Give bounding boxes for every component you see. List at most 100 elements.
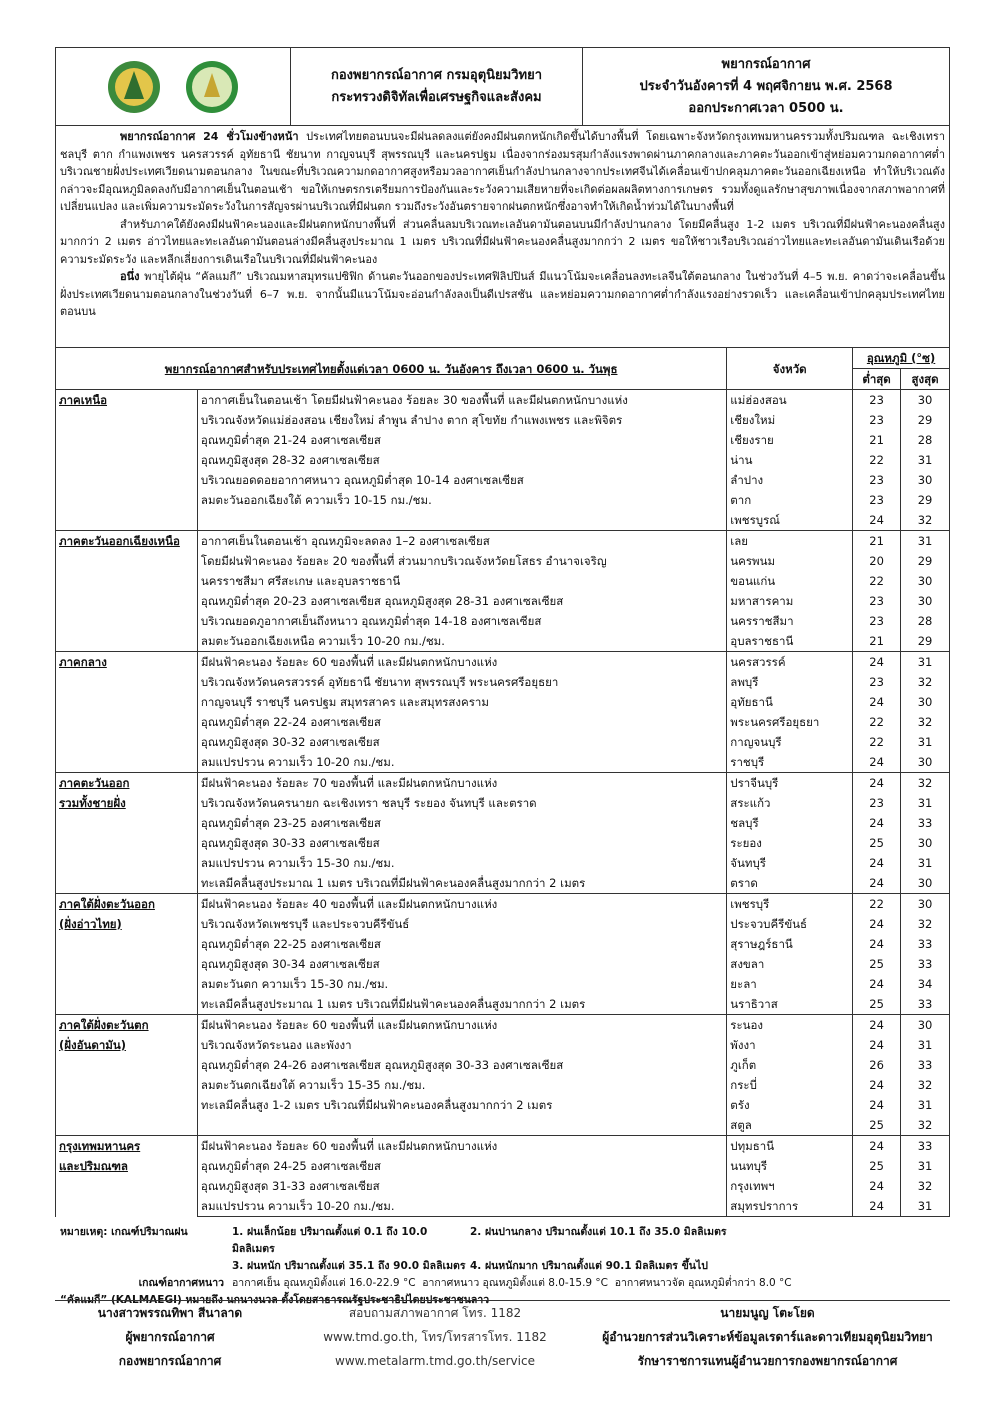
province-name: เพชรบูรณ์ xyxy=(726,510,854,531)
temp-min: 24 xyxy=(852,692,902,712)
region-name: รวมทั้งชายฝั่ง xyxy=(59,796,126,810)
table-row: ทะเลมีคลื่นสูงประมาณ 1 เมตร บริเวณที่มีฝ… xyxy=(56,994,950,1015)
temp-max: 30 xyxy=(900,470,950,490)
temp-min: 24 xyxy=(852,1035,902,1055)
forecast-line: ลมแปรปรวน ความเร็ว 15-30 กม./ชม. xyxy=(196,853,728,873)
temp-min: 22 xyxy=(852,571,902,591)
note-row: เกณฑ์อากาศหนาว อากาศเย็น อุณหภูมิตั้งแต่ … xyxy=(60,1275,950,1292)
temp-max: 31 xyxy=(900,1095,950,1115)
forecast-line: อุณหภูมิสูงสุด 30-34 องศาเซลเซียส xyxy=(196,954,728,974)
province-name: ขอนแก่น xyxy=(726,571,854,591)
temp-max: 29 xyxy=(900,551,950,571)
temp-max: 30 xyxy=(900,873,950,894)
table-head: พยากรณ์อากาศสำหรับประเทศไทยตั้งแต่เวลา 0… xyxy=(54,347,950,390)
temp-max: 32 xyxy=(900,1075,950,1095)
footer-left: นางสาวพรรณทิพา สีนาลาด ผู้พยากรณ์อากาศ กอง… xyxy=(55,1301,285,1380)
table-row: โดยมีฝนฟ้าคะนอง ร้อยละ 20 ของพื้นที่ ส่ว… xyxy=(56,551,950,571)
table-row: อุณหภูมิต่ำสุด 21-24 องศาเซลเซียส เชียงรา… xyxy=(56,430,950,450)
region-name: และปริมณฑล xyxy=(59,1159,128,1173)
province-name: ตาก xyxy=(726,490,854,510)
region-cell: ภาคตะวันออก รวมทั้งชายฝั่ง xyxy=(55,772,198,894)
region-name: ภาคเหนือ xyxy=(59,393,108,407)
table-body: ภาคเหนือ อากาศเย็นในตอนเช้า โดยมีฝนฟ้าคะน… xyxy=(55,389,950,1217)
forecast-line: บริเวณจังหวัดระนอง และพังงา xyxy=(196,1035,728,1055)
province-name: อุบลราชธานี xyxy=(726,631,854,652)
max-header: สูงสุด xyxy=(900,368,950,390)
summary-paragraph: อนึ่ง พายุไต้ฝุ่น “คัลแมกี” บริเวณมหาสมุ… xyxy=(60,268,945,321)
forecast-line: อากาศเย็นในตอนเช้า อุณหภูมิจะลดลง 1–2 อง… xyxy=(196,530,728,551)
rain-item: 1. ฝนเล็กน้อย ปริมาณตั้งแต่ 0.1 ถึง 10.0… xyxy=(232,1226,428,1255)
temp-min: 24 xyxy=(852,853,902,873)
temp-max: 32 xyxy=(900,772,950,793)
temp-max: 31 xyxy=(900,732,950,752)
province-name: ลพบุรี xyxy=(726,672,854,692)
table-row: อุณหภูมิสูงสุด 30-32 องศาเซลเซียส กาญจนบุ… xyxy=(56,732,950,752)
forecast-line: โดยมีฝนฟ้าคะนอง ร้อยละ 20 ของพื้นที่ ส่ว… xyxy=(196,551,728,571)
temp-min: 23 xyxy=(852,672,902,692)
table-row: ลมแปรปรวน ความเร็ว 15-30 กม./ชม. จันทบุรี… xyxy=(56,853,950,873)
table-row: อุณหภูมิต่ำสุด 24-25 องศาเซลเซียส นนทบุรี… xyxy=(56,1156,950,1176)
temp-min: 24 xyxy=(852,914,902,934)
summary-paragraph: สำหรับภาคใต้ยังคงมีฝนฟ้าคะนองและมีฝนตกหน… xyxy=(60,216,945,269)
region-cell: ภาคกลาง xyxy=(55,651,198,773)
forecast-line: อุณหภูมิต่ำสุด 22-24 องศาเซลเซียส xyxy=(196,712,728,732)
forecast-line: อุณหภูมิสูงสุด 30-32 องศาเซลเซียส xyxy=(196,732,728,752)
table-row: อุณหภูมิสูงสุด 30-33 องศาเซลเซียส ระยอง 25… xyxy=(56,833,950,853)
forecast-line xyxy=(196,1115,728,1136)
province-name: อุทัยธานี xyxy=(726,692,854,712)
temp-min: 25 xyxy=(852,994,902,1015)
temp-min: 23 xyxy=(852,611,902,631)
forecast-line: อุณหภูมิสูงสุด 31-33 องศาเซลเซียส xyxy=(196,1176,728,1196)
forecast-line xyxy=(196,510,728,531)
temp-max: 30 xyxy=(900,389,950,410)
summary-lead: อนึ่ง xyxy=(120,270,140,283)
temp-max: 34 xyxy=(900,974,950,994)
temp-min: 23 xyxy=(852,793,902,813)
province-name: สระแก้ว xyxy=(726,793,854,813)
province-name: ตรัง xyxy=(726,1095,854,1115)
table-row: ภาคตะวันออก รวมทั้งชายฝั่ง มีฝนฟ้าคะนอง ร้… xyxy=(55,772,950,894)
region-cell: ภาคใต้ฝั่งตะวันออก (ฝั่งอ่าวไทย) xyxy=(55,893,198,1015)
temp-min: 21 xyxy=(852,430,902,450)
table-row: อุณหภูมิสูงสุด 30-34 องศาเซลเซียส สงขลา 25… xyxy=(56,954,950,974)
temp-max: 28 xyxy=(900,611,950,631)
temp-min: 23 xyxy=(852,470,902,490)
forecast-line: ลมแปรปรวน ความเร็ว 10-20 กม./ชม. xyxy=(196,1196,728,1217)
temp-min: 24 xyxy=(852,1135,902,1156)
temp-min: 22 xyxy=(852,450,902,470)
temp-min: 22 xyxy=(852,712,902,732)
province-name: ระนอง xyxy=(726,1014,854,1035)
temp-max: 32 xyxy=(900,712,950,732)
province-name: มหาสารคาม xyxy=(726,591,854,611)
temp-min: 24 xyxy=(852,934,902,954)
province-name: เชียงราย xyxy=(726,430,854,450)
logos xyxy=(56,48,291,125)
header: กองพยากรณ์อากาศ กรมอุตุนิยมวิทยา กระทรวง… xyxy=(55,47,950,126)
forecast-line: อุณหภูมิสูงสุด 28-32 องศาเซลเซียส xyxy=(196,450,728,470)
doc-issued: ออกประกาศเวลา 0500 น. xyxy=(688,100,844,116)
temp-max: 30 xyxy=(900,1014,950,1035)
province-name: เชียงใหม่ xyxy=(726,410,854,430)
footer-center: สอบถามสภาพอากาศ โทร. 1182 www.tmd.go.th, … xyxy=(285,1301,585,1380)
temp-min: 24 xyxy=(852,813,902,833)
region-name: ภาคใต้ฝั่งตะวันตก xyxy=(59,1018,149,1032)
forecast-line: ลมตะวันออกเฉียงเหนือ ความเร็ว 10-20 กม./… xyxy=(196,631,728,652)
forecast-line: บริเวณจังหวัดเพชรบุรี และประจวบคีรีขันธ์ xyxy=(196,914,728,934)
temp-min: 24 xyxy=(852,873,902,894)
footer-line: นางสาวพรรณทิพา สีนาลาด xyxy=(97,1306,243,1320)
summary-lead: พยากรณ์อากาศ 24 ชั่วโมงข้างหน้า xyxy=(120,130,299,143)
title-block: พยากรณ์อากาศ ประจำวันอังคารที่ 4 พฤศจิกา… xyxy=(583,48,949,125)
forecast-line: มีฝนฟ้าคะนอง ร้อยละ 60 ของพื้นที่ และมีฝ… xyxy=(196,651,728,672)
logo-ministry xyxy=(108,60,160,113)
forecast-line: ทะเลมีคลื่นสูงประมาณ 1 เมตร บริเวณที่มีฝ… xyxy=(196,873,728,894)
summary-paragraph: พยากรณ์อากาศ 24 ชั่วโมงข้างหน้า ประเทศไท… xyxy=(60,128,945,216)
footer-line: ผู้อำนวยการส่วนวิเคราะห์ข้อมูลเรดาร์และด… xyxy=(602,1330,933,1344)
table-row: บริเวณจังหวัดนครสวรรค์ อุทัยธานี ชัยนาท … xyxy=(56,672,950,692)
table-row: บริเวณจังหวัดเพชรบุรี และประจวบคีรีขันธ์… xyxy=(56,914,950,934)
temp-max: 32 xyxy=(900,1115,950,1136)
table-row: ทะเลมีคลื่นสูง 1-2 เมตร บริเวณที่มีฝนฟ้า… xyxy=(56,1095,950,1115)
temp-min: 24 xyxy=(852,1176,902,1196)
org-line: กระทรวงดิจิทัลเพื่อเศรษฐกิจและสังคม xyxy=(331,89,542,105)
